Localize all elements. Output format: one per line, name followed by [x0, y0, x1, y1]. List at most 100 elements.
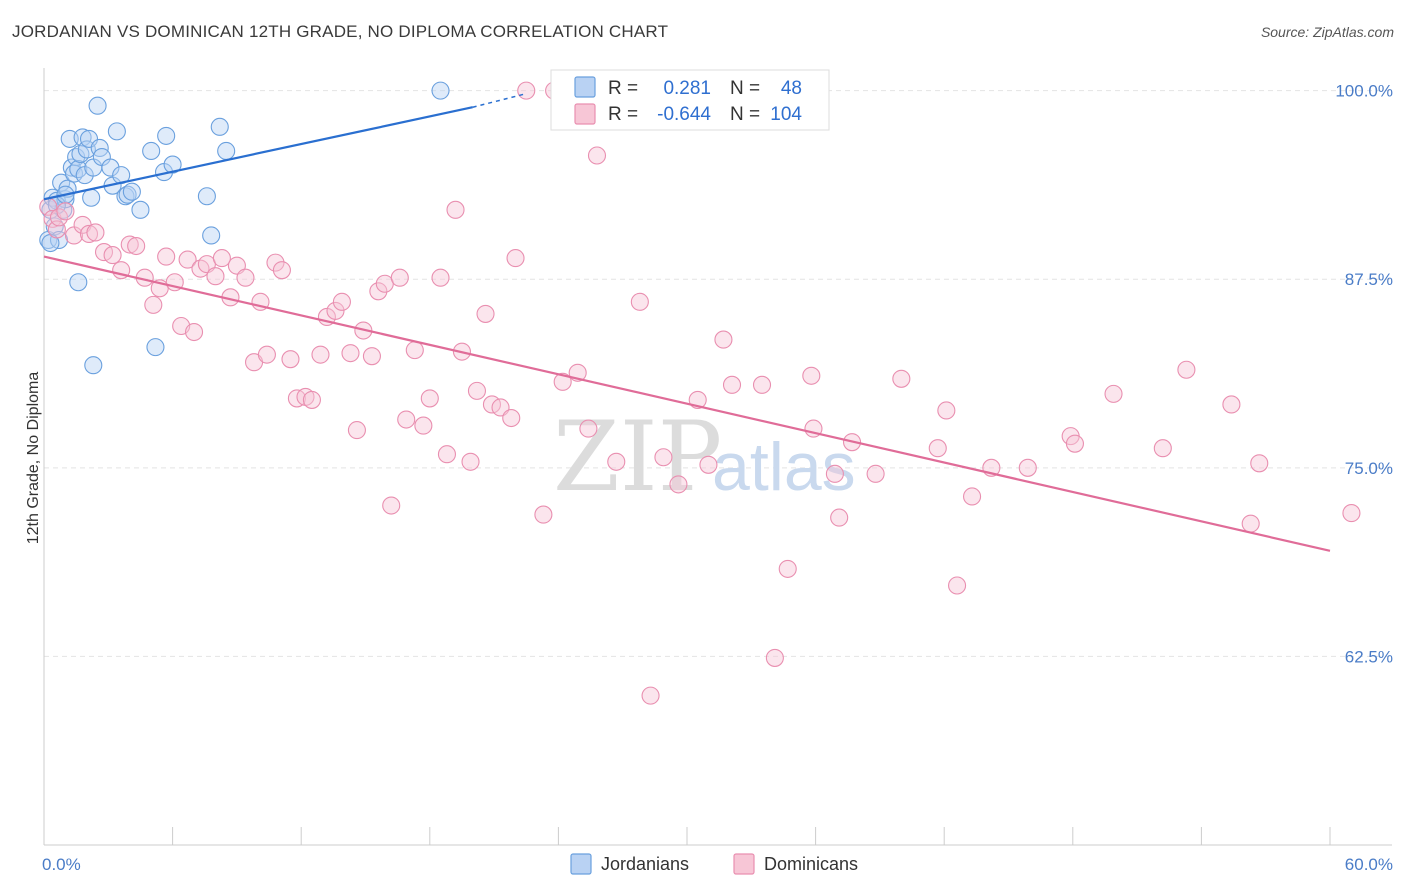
dominicans-point-79	[714, 330, 733, 349]
dominicans-point-94	[963, 487, 982, 506]
dominicans-points	[39, 81, 1361, 705]
dominicans-point-8	[86, 223, 105, 242]
jordanians-point-37	[163, 155, 182, 174]
stats-r-label-pink: R =	[608, 104, 638, 125]
stats-n-label-blue: N =	[730, 78, 760, 99]
dominicans-point-76	[669, 475, 688, 494]
dominicans-point-98	[1065, 434, 1084, 453]
jordanians-trend-line	[43, 106, 473, 201]
dominicans-point-43	[347, 421, 366, 440]
dominicans-point-20	[178, 250, 197, 269]
stats-r-value-pink: -0.644	[657, 104, 711, 125]
dominicans-point-103	[1241, 514, 1260, 533]
dominicans-point-89	[866, 464, 885, 483]
dominicans-point-75	[654, 448, 673, 467]
dominicans-point-53	[420, 389, 439, 408]
x-tick-label-0: 0.0%	[42, 855, 81, 874]
dominicans-point-42	[341, 344, 360, 363]
jordanians-point-41	[217, 141, 236, 161]
dominicans-point-31	[257, 345, 276, 364]
dominicans-point-37	[302, 390, 321, 409]
jordanians-points	[39, 81, 450, 375]
stats-legend-swatch-blue	[574, 76, 596, 98]
stats-n-value-pink: 104	[770, 104, 802, 125]
bottom-legend: Jordanians Dominicans	[570, 853, 858, 875]
dominicans-point-84	[802, 366, 821, 385]
dominicans-point-87	[830, 508, 849, 527]
dominicans-point-68	[553, 372, 572, 391]
dominicans-point-66	[534, 505, 553, 524]
dominicans-point-64	[506, 249, 525, 268]
jordanians-point-34	[146, 338, 165, 357]
dominicans-point-52	[414, 416, 433, 435]
legend-swatch-dominicans	[733, 853, 755, 875]
dominicans-point-13	[127, 236, 146, 256]
dominicans-point-48	[382, 496, 401, 515]
watermark-zip: ZIP	[553, 401, 722, 513]
dominicans-point-21	[184, 322, 204, 342]
dominicans-point-60	[476, 304, 495, 323]
dominicans-point-74	[641, 686, 660, 705]
dominicans-point-100	[1153, 439, 1172, 458]
chart-title: JORDANIAN VS DOMINICAN 12TH GRADE, NO DI…	[12, 22, 669, 41]
watermark-atlas: atlas	[712, 429, 856, 505]
dominicans-point-32	[266, 253, 285, 272]
dominicans-point-46	[369, 282, 388, 301]
dominicans-point-49	[390, 268, 409, 287]
jordanians-point-3	[45, 217, 64, 236]
dominicans-trend-line	[43, 255, 1331, 552]
jordanians-point-16	[73, 128, 92, 147]
dominicans-point-34	[281, 350, 300, 369]
dominicans-point-78	[699, 455, 718, 474]
dominicans-point-45	[362, 347, 381, 366]
dominicans-point-70	[579, 419, 598, 438]
dominicans-point-73	[630, 292, 649, 311]
dominicans-point-83	[778, 559, 797, 578]
dominicans-point-47	[375, 274, 394, 293]
jordanians-point-42	[431, 81, 450, 100]
dominicans-point-4	[56, 202, 75, 221]
jordanians-point-43	[69, 273, 88, 292]
jordanians-point-22	[88, 96, 107, 115]
stats-legend-box	[550, 69, 830, 131]
dominicans-point-15	[144, 295, 163, 314]
jordanians-point-31	[122, 182, 141, 201]
dominicans-point-80	[722, 375, 742, 394]
dominicans-point-56	[446, 200, 465, 219]
stats-legend: R = 0.281 N = 48 R = -0.644 N = 104	[550, 69, 830, 131]
dominicans-point-91	[928, 439, 947, 458]
jordanians-point-33	[142, 141, 161, 161]
dominicans-point-12	[120, 235, 139, 254]
dominicans-point-51	[405, 341, 424, 360]
jordanians-point-39	[202, 226, 221, 245]
stats-legend-swatch-pink	[574, 103, 596, 125]
jordanians-point-40	[210, 117, 229, 136]
jordanians-point-25	[101, 158, 120, 177]
trend-lines	[43, 92, 1331, 552]
y-axis-label: 12th Grade, No Diploma	[25, 372, 42, 545]
dominicans-point-63	[502, 408, 521, 428]
jordanians-point-38	[197, 187, 216, 206]
dominicans-point-7	[79, 224, 99, 244]
y-tick-labels: 62.5% 75.0% 87.5% 100.0%	[1335, 82, 1393, 667]
dominicans-point-86	[825, 464, 844, 483]
dominicans-point-71	[587, 146, 607, 165]
legend-label-jordanians: Jordanians	[601, 854, 689, 874]
stats-r-label-blue: R =	[608, 78, 638, 99]
stats-n-value-blue: 48	[781, 78, 802, 99]
dominicans-point-102	[1222, 395, 1241, 414]
dominicans-point-81	[752, 375, 772, 394]
y-tick-label-3: 100.0%	[1335, 82, 1393, 101]
stats-n-label-pink: N =	[730, 104, 760, 125]
jordanians-point-32	[131, 200, 150, 219]
dominicans-point-90	[892, 369, 911, 388]
jordanians-point-44	[84, 356, 103, 375]
x-tick-label-1: 60.0%	[1345, 855, 1393, 874]
dominicans-point-82	[765, 648, 784, 667]
dominicans-point-38	[311, 345, 330, 364]
jordanians-point-36	[157, 126, 176, 145]
dominicans-point-101	[1177, 360, 1196, 379]
dominicans-point-99	[1104, 384, 1123, 403]
dominicans-point-58	[461, 452, 480, 471]
dominicans-point-40	[326, 301, 345, 320]
